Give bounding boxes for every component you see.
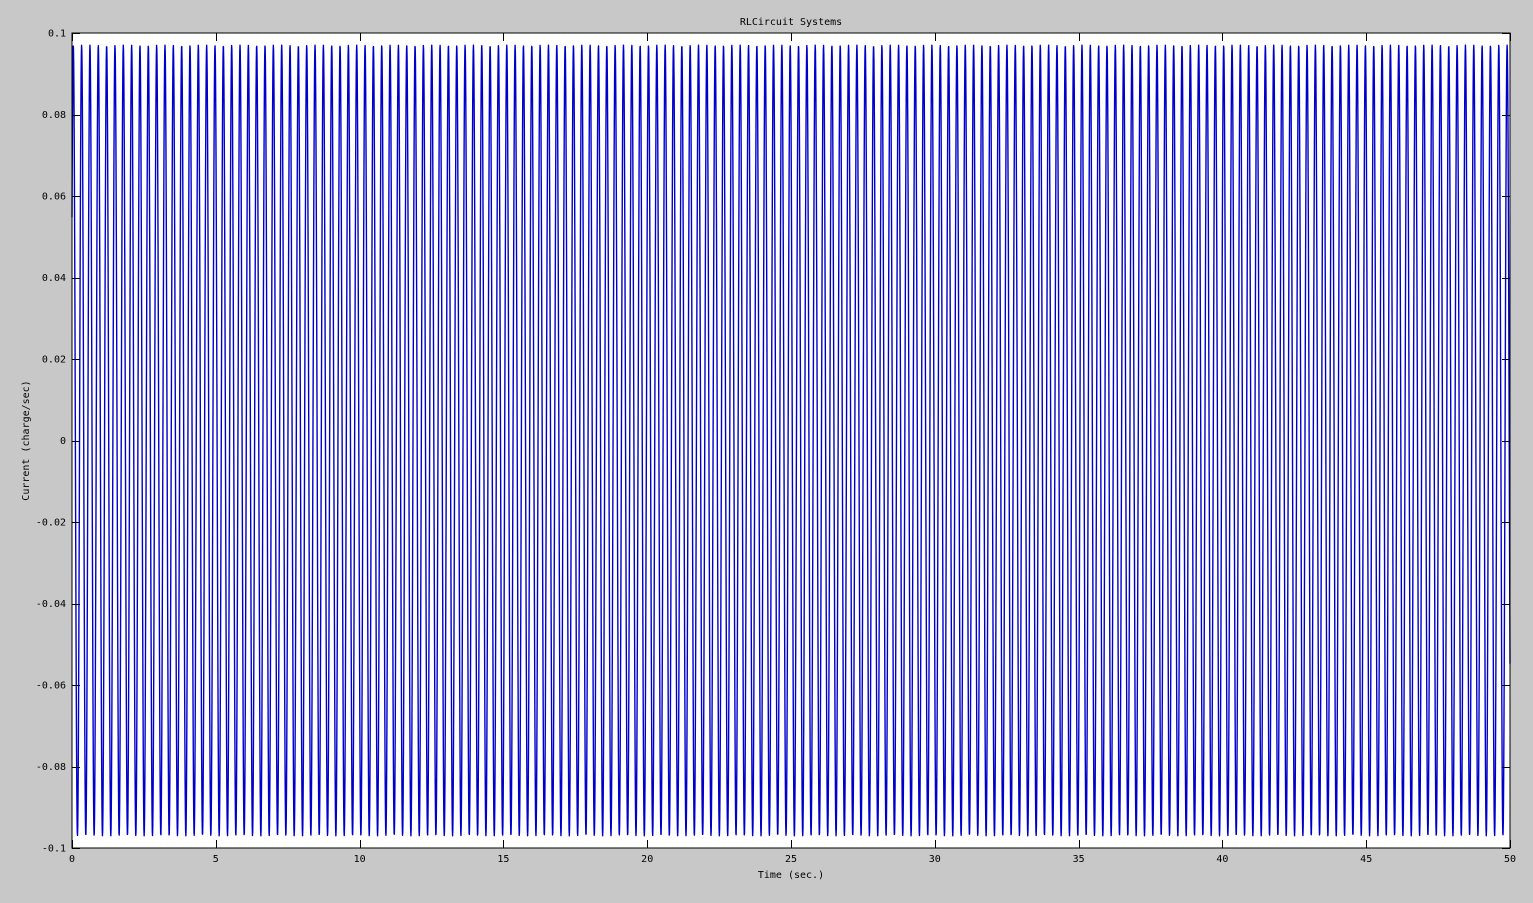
y-tick-label: 0.02 xyxy=(42,355,66,366)
x-axis-label: Time (sec.) xyxy=(758,870,824,881)
x-tick-label: 30 xyxy=(929,854,941,865)
x-tick-label: 50 xyxy=(1504,854,1516,865)
y-axis-label: Current (charge/sec) xyxy=(21,380,32,500)
y-tick-label: -0.02 xyxy=(36,518,66,529)
y-tick-label: 0.1 xyxy=(48,29,66,40)
y-tick-label: 0.04 xyxy=(42,273,66,284)
x-tick-label: 40 xyxy=(1216,854,1228,865)
y-tick-label: -0.04 xyxy=(36,599,66,610)
x-tick-label: 20 xyxy=(641,854,653,865)
y-tick-label: -0.08 xyxy=(36,762,66,773)
x-tick-label: 35 xyxy=(1073,854,1085,865)
x-tick-label: 25 xyxy=(785,854,797,865)
series-line-0 xyxy=(71,44,1511,837)
x-tick-label: 0 xyxy=(69,854,75,865)
x-tick-label: 45 xyxy=(1360,854,1372,865)
series-layer xyxy=(71,44,1511,837)
chart-title: RLCircuit Systems xyxy=(740,17,842,28)
ticks-layer: 0 5 10 15 20 25 30 35 40 45 50 -0.1 -0.08 -0.06 -0.04 -… xyxy=(36,29,1516,866)
x-tick-label: 10 xyxy=(354,854,366,865)
y-tick-label: 0.06 xyxy=(42,192,66,203)
y-tick-label: -0.1 xyxy=(42,844,66,855)
y-tick-label: 0.08 xyxy=(42,110,66,121)
y-tick-label: 0 xyxy=(60,436,66,447)
x-tick-label: 15 xyxy=(497,854,509,865)
x-tick-label: 5 xyxy=(213,854,219,865)
y-tick-label: -0.06 xyxy=(36,681,66,692)
